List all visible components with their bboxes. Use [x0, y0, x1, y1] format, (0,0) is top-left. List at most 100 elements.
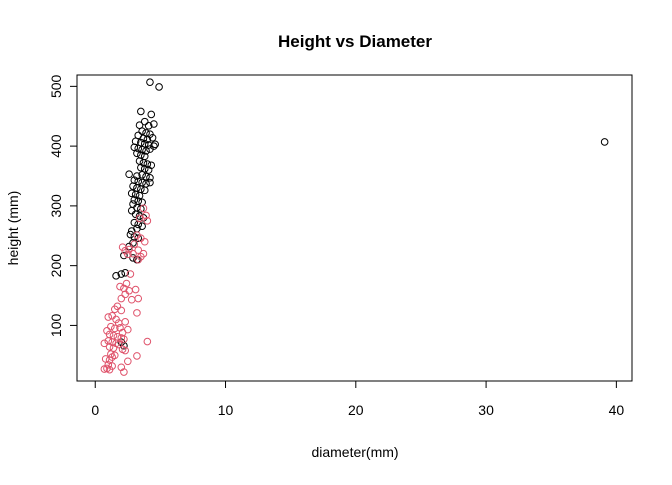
data-point: [131, 190, 140, 199]
x-axis: 0 10 20 30 40: [91, 380, 625, 418]
data-point: [130, 196, 139, 204]
data-point: [125, 170, 133, 179]
data-point: [104, 313, 113, 321]
data-point: [120, 368, 128, 376]
data-point: [144, 122, 153, 130]
data-point: [138, 171, 146, 179]
data-point: [138, 145, 146, 154]
data-point: [600, 138, 609, 146]
data-point: [146, 78, 154, 86]
x-tick-label: 40: [609, 402, 625, 418]
data-point: [105, 365, 114, 374]
plot-frame: [76, 74, 633, 382]
data-point: [144, 166, 153, 174]
y-tick-label: 100: [48, 314, 64, 338]
data-point: [135, 191, 144, 200]
data-point: [124, 357, 132, 366]
data-point: [155, 83, 163, 91]
data-point: [138, 198, 146, 207]
data-point: [113, 332, 122, 341]
data-point: [129, 254, 137, 262]
data-point: [133, 309, 141, 317]
data-point: [100, 339, 109, 348]
x-tick-label: 0: [91, 402, 99, 418]
data-point: [134, 144, 143, 153]
data-point: [146, 178, 154, 187]
data-point: [108, 312, 116, 320]
data-point: [104, 361, 113, 369]
data-point: [133, 352, 141, 360]
data-point: [120, 335, 128, 343]
data-point: [129, 200, 137, 208]
chart-title: Height vs Diameter: [278, 32, 432, 51]
data-point: [140, 237, 149, 246]
data-point: [134, 255, 143, 264]
y-tick-label: 200: [48, 254, 64, 278]
data-point: [143, 337, 152, 346]
data-point: [129, 182, 137, 190]
data-point: [140, 117, 149, 126]
data-point: [139, 134, 148, 143]
data-point: [120, 251, 128, 260]
data-point: [117, 294, 126, 303]
data-point: [135, 157, 144, 165]
data-point: [142, 179, 150, 188]
x-tick-label: 20: [348, 402, 364, 418]
data-point: [117, 306, 126, 315]
data-point: [138, 127, 146, 135]
data-point: [131, 285, 140, 294]
data-point: [131, 210, 140, 219]
data-point: [114, 319, 123, 327]
x-tick-label: 30: [478, 402, 494, 418]
y-tick-label: 400: [48, 134, 64, 158]
data-point: [143, 135, 152, 144]
data-point: [114, 340, 123, 349]
data-point: [139, 249, 148, 258]
data-point: [121, 346, 130, 355]
data-point: [137, 107, 145, 116]
data-point: [151, 140, 159, 149]
data-point: [124, 250, 132, 259]
data-point: [105, 343, 114, 351]
data-point: [126, 270, 135, 278]
data-point: [133, 149, 141, 158]
data-point: [117, 270, 126, 278]
y-tick-label: 500: [48, 74, 64, 98]
y-axis: 100 200 300 400 500: [48, 74, 78, 338]
data-point: [107, 322, 115, 331]
data-point: [137, 185, 145, 193]
y-axis-label: height (mm): [5, 191, 21, 266]
data-point: [142, 147, 150, 155]
x-tick-label: 10: [218, 402, 234, 418]
data-point: [147, 110, 156, 119]
data-point: [133, 172, 141, 180]
data-point: [125, 245, 133, 254]
data-point: [129, 249, 137, 258]
data-points: [100, 78, 609, 376]
y-tick-label: 300: [48, 194, 64, 218]
data-point: [142, 172, 150, 181]
data-point: [100, 365, 109, 373]
data-point: [140, 186, 149, 195]
data-point: [148, 133, 157, 142]
data-point: [133, 184, 141, 192]
data-point: [134, 246, 143, 254]
data-point: [112, 272, 120, 280]
data-point: [134, 294, 143, 303]
data-point: [130, 240, 139, 248]
x-axis-label: diameter(mm): [311, 444, 398, 460]
data-point: [116, 282, 124, 291]
data-point: [146, 173, 154, 182]
data-point: [135, 214, 144, 223]
data-point: [110, 305, 119, 314]
data-point: [134, 220, 143, 229]
data-point: [150, 120, 158, 128]
data-point: [127, 189, 136, 198]
data-point: [139, 204, 148, 213]
data-point: [143, 217, 152, 225]
data-point: [138, 178, 146, 187]
data-point: [127, 295, 136, 304]
data-point: [121, 318, 130, 326]
